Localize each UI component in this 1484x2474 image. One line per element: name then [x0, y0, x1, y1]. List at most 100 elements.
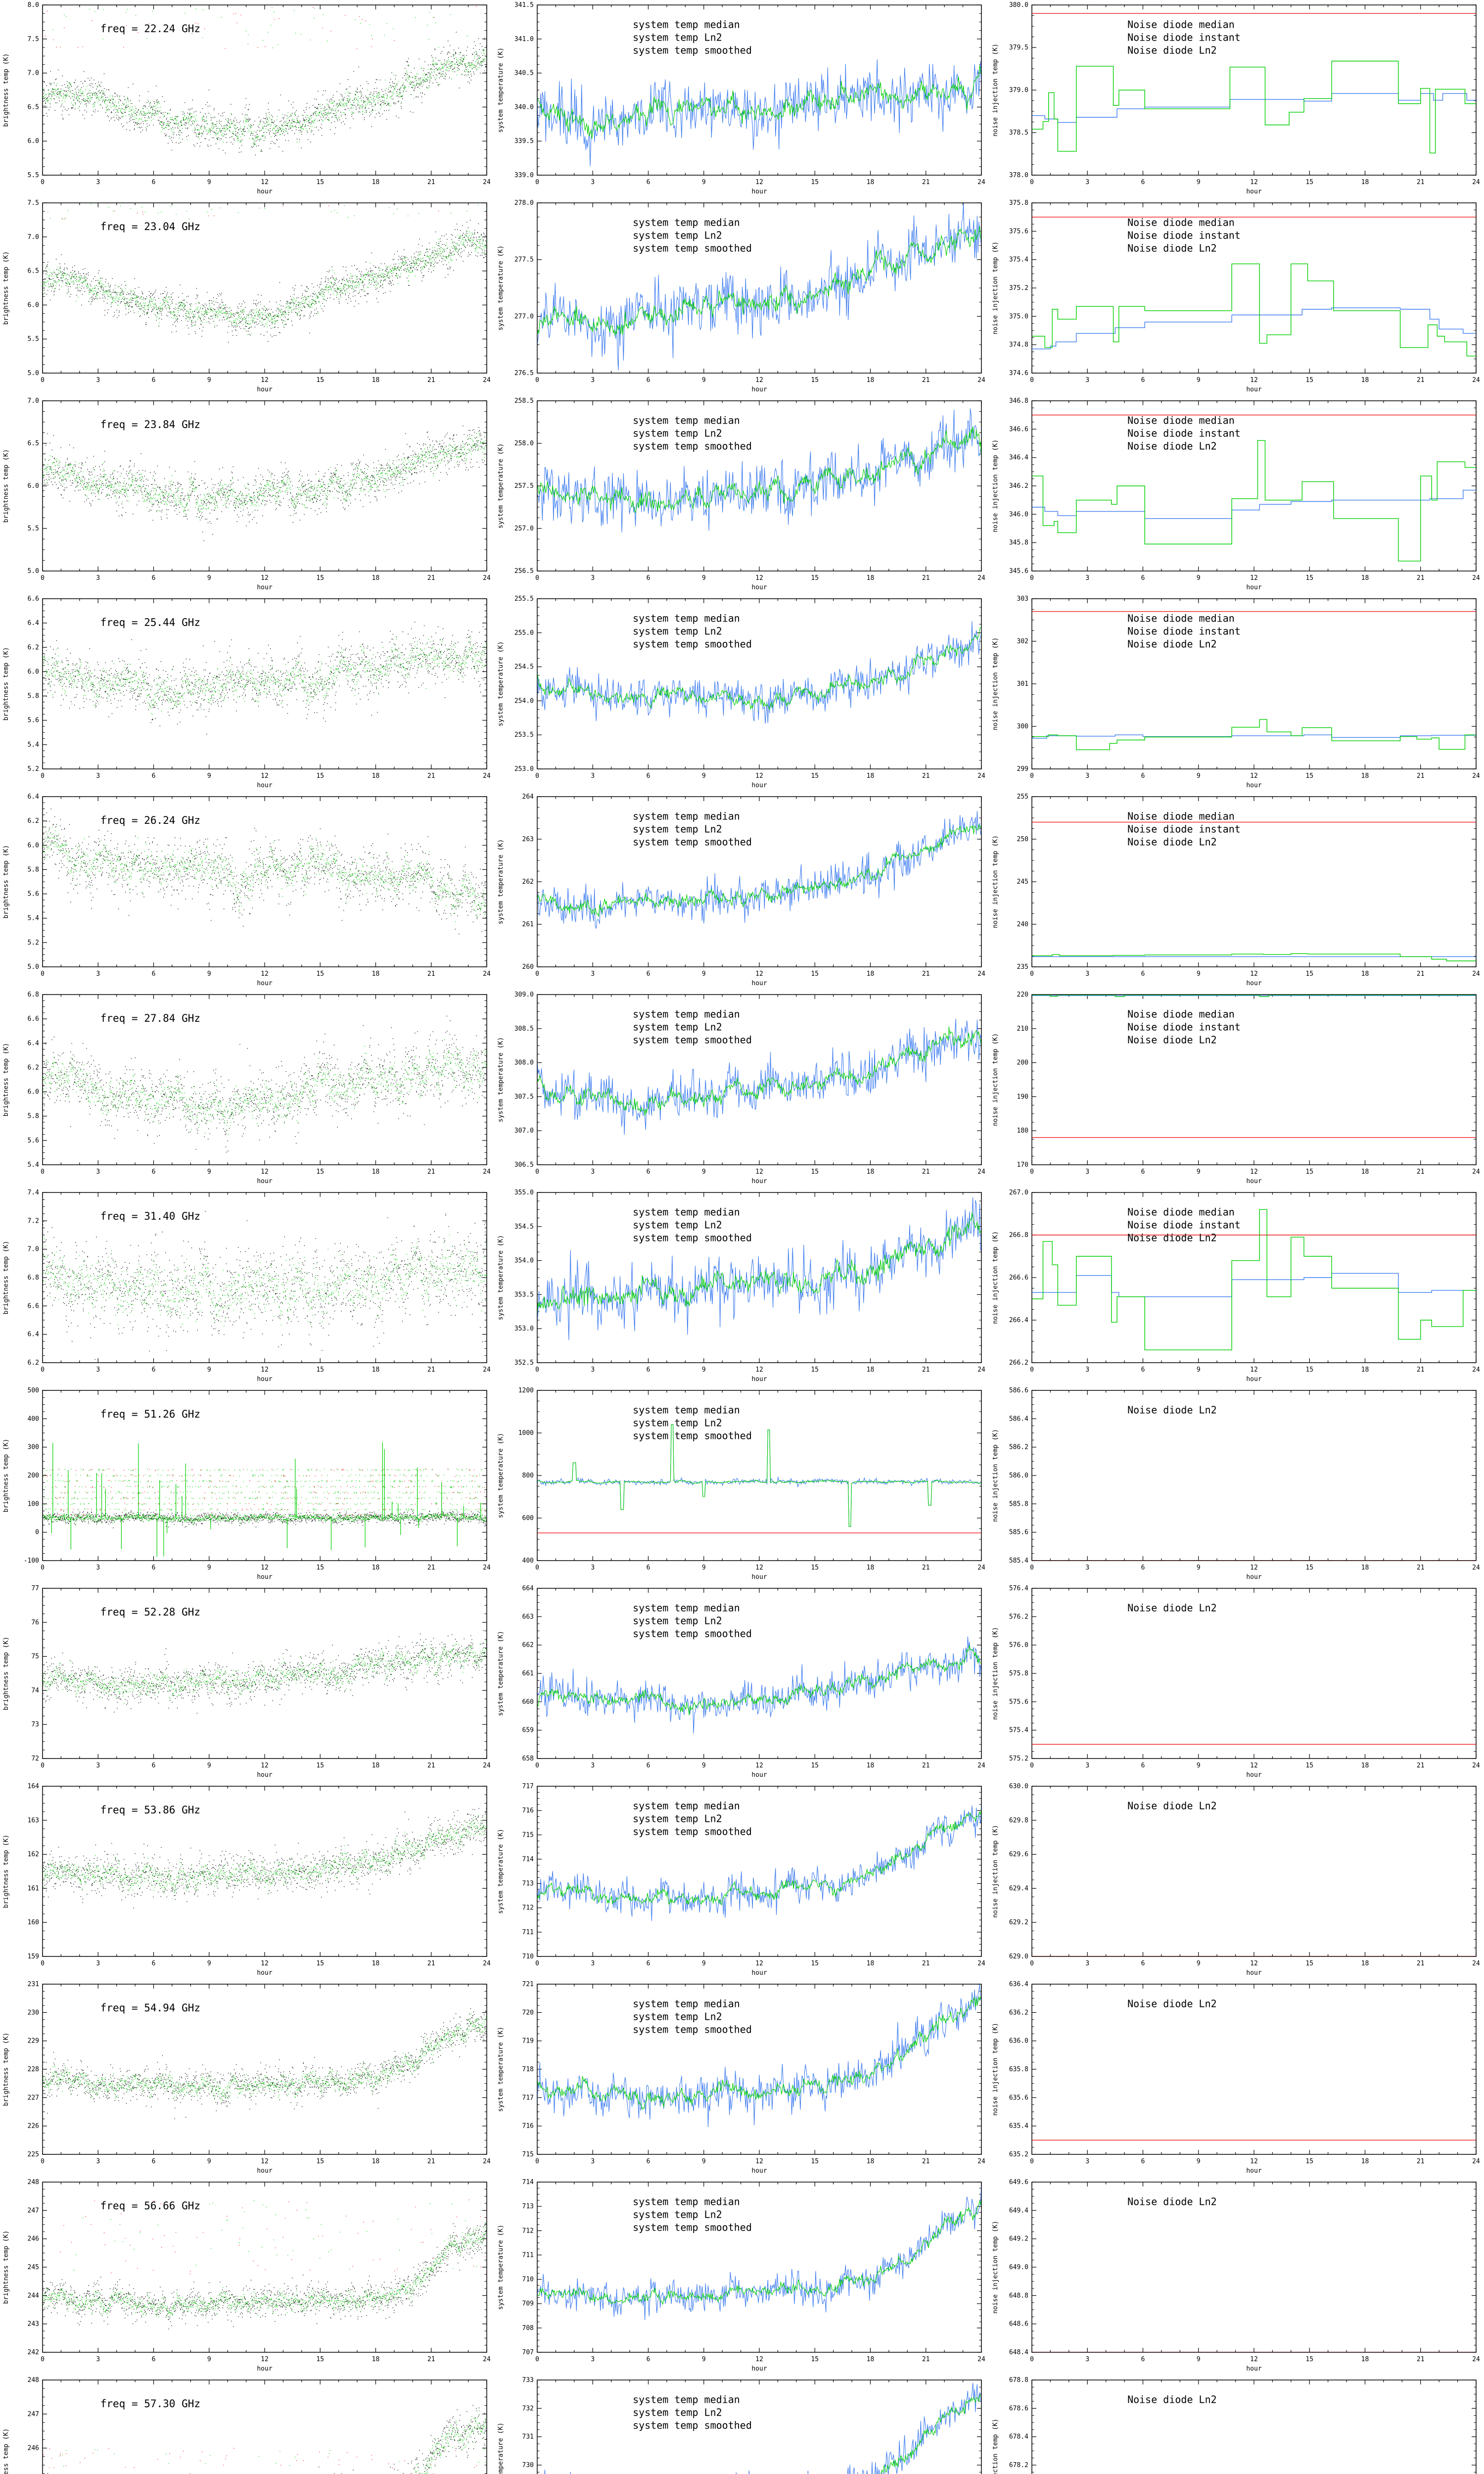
svg-text:Noise diode Ln2: Noise diode Ln2 — [1127, 2195, 1217, 2207]
svg-text:8.0: 8.0 — [28, 1, 39, 9]
svg-text:15: 15 — [811, 772, 819, 780]
svg-text:341.0: 341.0 — [514, 36, 534, 43]
svg-text:374.6: 374.6 — [1009, 370, 1028, 377]
svg-text:245: 245 — [28, 2264, 39, 2271]
svg-text:21: 21 — [922, 1960, 930, 1967]
svg-text:711: 711 — [522, 1929, 534, 1936]
svg-text:576.2: 576.2 — [1009, 1613, 1028, 1620]
svg-text:15: 15 — [1305, 574, 1313, 582]
svg-text:3: 3 — [591, 2158, 595, 2165]
svg-text:15: 15 — [316, 1564, 324, 1571]
svg-text:636.2: 636.2 — [1009, 2009, 1028, 2016]
svg-text:0: 0 — [535, 772, 539, 780]
svg-text:3: 3 — [96, 574, 100, 582]
svg-text:5.0: 5.0 — [28, 370, 39, 377]
svg-text:18: 18 — [1361, 1366, 1369, 1374]
svg-text:733: 733 — [522, 2377, 534, 2384]
svg-text:system temp smoothed: system temp smoothed — [633, 2221, 752, 2233]
svg-text:system temp Ln2: system temp Ln2 — [633, 1021, 722, 1033]
svg-text:375.6: 375.6 — [1009, 228, 1028, 235]
svg-text:9: 9 — [1197, 772, 1201, 780]
svg-text:freq = 51.26 GHz: freq = 51.26 GHz — [100, 1408, 200, 1420]
svg-text:hour: hour — [751, 2365, 767, 2373]
svg-text:24: 24 — [1472, 2356, 1480, 2363]
svg-text:346.0: 346.0 — [1009, 511, 1028, 518]
svg-text:74: 74 — [31, 1687, 39, 1694]
svg-text:341.5: 341.5 — [514, 1, 534, 9]
svg-text:system temperature (K): system temperature (K) — [497, 2027, 505, 2112]
svg-text:228: 228 — [28, 2066, 39, 2073]
svg-text:system temp median: system temp median — [633, 1602, 740, 1614]
svg-text:576.4: 576.4 — [1009, 1585, 1028, 1592]
svg-text:243: 243 — [28, 2321, 39, 2328]
svg-text:18: 18 — [867, 1564, 875, 1571]
svg-text:Noise diode median: Noise diode median — [1127, 612, 1235, 624]
svg-text:hour: hour — [1246, 782, 1261, 789]
svg-text:307.5: 307.5 — [514, 1093, 534, 1100]
svg-text:0: 0 — [1030, 1960, 1034, 1967]
svg-text:0: 0 — [41, 772, 45, 780]
svg-text:9: 9 — [702, 2356, 706, 2363]
svg-text:9: 9 — [1197, 1960, 1201, 1967]
svg-text:629.2: 629.2 — [1009, 1919, 1028, 1926]
svg-text:24: 24 — [977, 179, 985, 186]
svg-text:24: 24 — [483, 1762, 491, 1769]
svg-text:7.0: 7.0 — [28, 234, 39, 241]
svg-text:9: 9 — [207, 970, 211, 978]
svg-text:3: 3 — [1085, 1168, 1089, 1176]
svg-text:9: 9 — [702, 1366, 706, 1374]
svg-text:3: 3 — [96, 1564, 100, 1571]
svg-text:15: 15 — [1305, 179, 1313, 186]
svg-text:21: 21 — [1417, 377, 1425, 384]
svg-text:system temp median: system temp median — [633, 612, 740, 624]
svg-text:7.0: 7.0 — [28, 1246, 39, 1253]
svg-text:160: 160 — [28, 1919, 39, 1926]
svg-text:585.8: 585.8 — [1009, 1500, 1028, 1508]
svg-text:12: 12 — [261, 574, 269, 582]
svg-text:0: 0 — [535, 970, 539, 978]
svg-text:346.2: 346.2 — [1009, 482, 1028, 490]
svg-text:freq = 22.24 GHz: freq = 22.24 GHz — [100, 23, 200, 35]
svg-text:1200: 1200 — [518, 1387, 534, 1394]
svg-text:hour: hour — [257, 1376, 272, 1383]
svg-text:635.8: 635.8 — [1009, 2066, 1028, 2073]
svg-text:6.6: 6.6 — [28, 1015, 39, 1023]
svg-text:73: 73 — [31, 1721, 39, 1728]
svg-text:6: 6 — [647, 1564, 650, 1571]
svg-text:system temperature (K): system temperature (K) — [497, 443, 505, 528]
svg-text:247: 247 — [28, 2207, 39, 2214]
svg-text:72: 72 — [31, 1755, 39, 1762]
svg-text:hour: hour — [257, 782, 272, 789]
svg-text:system temperature (K): system temperature (K) — [497, 839, 505, 924]
svg-text:0: 0 — [535, 377, 539, 384]
svg-text:21: 21 — [922, 1564, 930, 1571]
svg-text:0: 0 — [35, 1529, 39, 1536]
svg-text:24: 24 — [1472, 2158, 1480, 2165]
svg-text:15: 15 — [1305, 1168, 1313, 1176]
svg-text:0: 0 — [41, 1168, 45, 1176]
svg-text:freq = 23.84 GHz: freq = 23.84 GHz — [100, 419, 200, 430]
plot-row-4: 0 3 6 9 12 15 18 21 24 5.2 5.4 5.6 5.8 6.0 6.2 6.4 6.6 ho… — [0, 594, 1484, 792]
svg-text:678.6: 678.6 — [1009, 2405, 1028, 2412]
svg-text:248: 248 — [28, 2179, 39, 2186]
svg-text:18: 18 — [1361, 1762, 1369, 1769]
plot-row1-right: 0 3 6 9 12 15 18 21 24 378.0 378.5 379.0 379.5 380.0 h… — [989, 0, 1484, 198]
svg-text:6: 6 — [1141, 2356, 1145, 2363]
plot-row-6: 0 3 6 9 12 15 18 21 24 5.4 5.6 5.8 6.0 6.2 6.4 6.6 6.8 ho… — [0, 990, 1484, 1188]
svg-text:303: 303 — [1017, 595, 1028, 603]
svg-text:661: 661 — [522, 1670, 534, 1677]
svg-text:9: 9 — [1197, 1762, 1201, 1769]
svg-text:5.0: 5.0 — [28, 963, 39, 971]
svg-text:3: 3 — [591, 1762, 595, 1769]
svg-text:253.5: 253.5 — [514, 731, 534, 739]
svg-text:24: 24 — [483, 970, 491, 978]
svg-text:noise injection temp (K): noise injection temp (K) — [992, 2221, 999, 2314]
svg-text:noise injection temp (K): noise injection temp (K) — [992, 637, 999, 730]
svg-text:24: 24 — [977, 970, 985, 978]
svg-text:system temp median: system temp median — [633, 2195, 740, 2207]
svg-text:21: 21 — [1417, 1366, 1425, 1374]
plot-row5-right: 0 3 6 9 12 15 18 21 24 235 240 245 250 255 hour noise i… — [989, 792, 1484, 990]
plot-row1-left: 0 3 6 9 12 15 18 21 24 5.5 6.0 6.5 7.0 7.5 8.0 hour brig… — [0, 0, 495, 198]
svg-text:hour: hour — [751, 1573, 767, 1581]
svg-text:0: 0 — [41, 1960, 45, 1967]
